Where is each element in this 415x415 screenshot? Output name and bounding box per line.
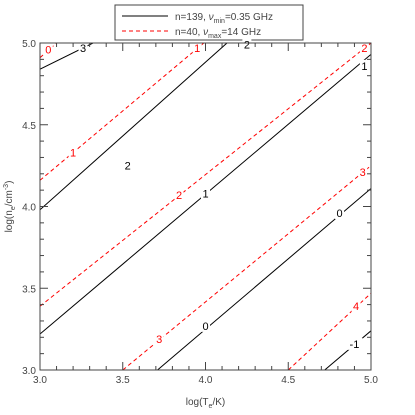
contour-label-bg	[174, 189, 184, 202]
x-axis-label: log(Te/K)	[186, 397, 225, 410]
contour-label: 1	[361, 61, 367, 73]
contour-label-bg	[43, 43, 53, 56]
contour-label-bg	[78, 41, 88, 54]
contour-label-bg	[192, 41, 202, 54]
legend-entry-red: n=40, νmax=14 GHz	[175, 27, 261, 40]
x-tick-label: 3.5	[116, 375, 130, 386]
contour-label-bg	[154, 332, 164, 345]
plot-area: 3 2 2 1 1 0 0 -1 0 1 1 2 2 3 3 4 3.0 3.5 4.0 4.5 5.0 3.0 3.5 4…	[22, 38, 378, 386]
x-tick-label: 3.0	[33, 375, 47, 386]
contour-label: 4	[353, 301, 359, 313]
contour-label-bg	[201, 187, 210, 200]
contour-label: -1	[350, 339, 360, 351]
red-dashed-contour	[40, 43, 57, 59]
contour-label-bg	[201, 319, 210, 332]
y-tick-label: 3.5	[22, 284, 36, 295]
y-tick-label: 4.0	[22, 203, 36, 214]
contour-label-bg	[242, 38, 252, 51]
legend: n=139, νmin=0.35 GHz n=40, νmax=14 GHz	[114, 4, 304, 41]
red-dashed-contour	[40, 43, 371, 307]
contour-label: 0	[336, 208, 342, 220]
axis-ticks: 3.0 3.5 4.0 4.5 5.0 3.0 3.5 4.0 4.5 5.0	[22, 39, 378, 386]
contour-label-bg	[351, 300, 361, 313]
legend-entry-black: n=139, νmin=0.35 GHz	[175, 12, 273, 25]
contour-labels: 3 2 2 1 1 0 0 -1 0 1 1 2 2 3 3 4	[43, 38, 369, 351]
contour-label: 0	[45, 45, 51, 57]
contour-label: 1	[194, 43, 200, 55]
black-solid-contour	[40, 43, 228, 211]
contour-label: 1	[70, 148, 76, 160]
black-solid-contour	[324, 330, 371, 370]
contour-label: 0	[202, 321, 208, 333]
contour-label: 2	[125, 161, 131, 173]
x-tick-label: 5.0	[364, 375, 378, 386]
contour-label: 3	[360, 167, 366, 179]
contour-label: 3	[80, 43, 86, 55]
contour-label-bg	[346, 337, 363, 350]
contour-label: 2	[176, 190, 182, 202]
x-tick-label: 4.5	[281, 375, 295, 386]
contour-label: 2	[244, 40, 250, 52]
red-dashed-contour	[122, 165, 371, 370]
contour-label: 1	[202, 188, 208, 200]
contour-label-bg	[359, 59, 369, 72]
contour-label-bg	[358, 166, 368, 179]
y-axis-label: log(ne/cm-3)	[3, 181, 17, 233]
contour-label-bg	[359, 41, 369, 54]
contour-label: 3	[156, 334, 162, 346]
contour-label-bg	[123, 159, 133, 172]
y-tick-label: 4.5	[22, 121, 36, 132]
x-tick-label: 4.0	[199, 375, 213, 386]
legend-box	[114, 4, 304, 41]
contour-label-bg	[68, 146, 78, 159]
contour-label-bg	[335, 207, 345, 220]
y-tick-label: 5.0	[22, 39, 36, 50]
red-dashed-contour	[40, 43, 205, 181]
y-tick-label: 3.0	[22, 366, 36, 377]
contour-label: 2	[361, 43, 367, 55]
